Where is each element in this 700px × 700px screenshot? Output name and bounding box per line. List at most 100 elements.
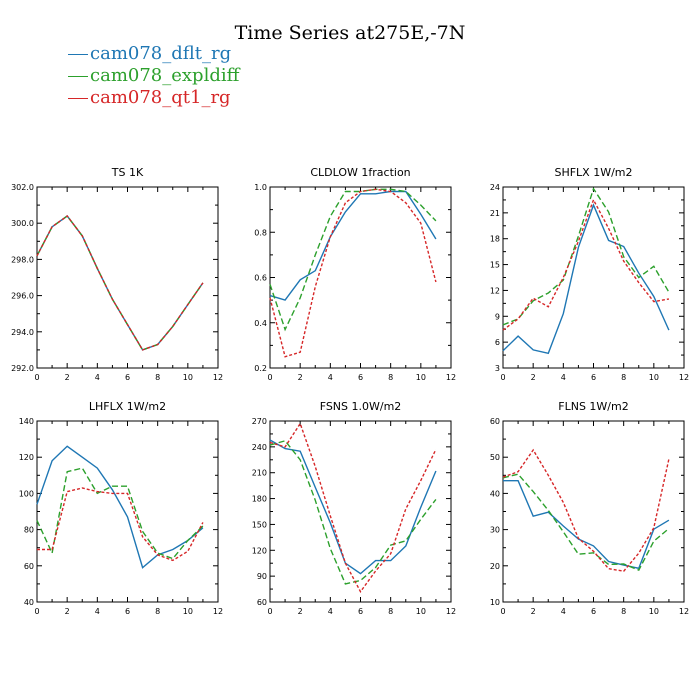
y-tick-label: 0.2 xyxy=(254,364,267,373)
legend-item: cam078_dflt_rg xyxy=(68,42,239,64)
y-tick-label: 0.6 xyxy=(254,274,267,283)
series-line xyxy=(36,215,204,351)
y-tick-label: 210 xyxy=(252,469,267,478)
y-tick-label: 300.0 xyxy=(11,219,34,228)
chart-panel: FLNS 1W/m2 0 2 4 6 8 10 12 10 20 30 40 50 60 xyxy=(490,400,689,616)
y-tick-label: 150 xyxy=(252,520,267,529)
legend-item: cam078_qt1_rg xyxy=(68,86,239,108)
x-tick-label: 12 xyxy=(446,373,456,382)
plot-frame xyxy=(269,420,452,603)
x-tick-label: 2 xyxy=(298,373,303,382)
chart-panel: FSNS 1.0W/m2 0 2 4 6 8 10 12 60 90 120 150 180 210 240… xyxy=(252,400,456,616)
series-line xyxy=(36,215,204,351)
legend-item: cam078_expldiff xyxy=(68,64,239,86)
x-tick-label: 12 xyxy=(213,373,223,382)
legend-swatch xyxy=(68,53,88,55)
y-tick-label: 120 xyxy=(252,546,267,555)
x-tick-label: 2 xyxy=(65,607,70,616)
x-tick-label: 6 xyxy=(591,607,596,616)
y-tick-label: 40 xyxy=(24,598,34,607)
y-tick-label: 100 xyxy=(19,489,34,498)
series-line xyxy=(269,188,437,332)
y-tick-label: 0.8 xyxy=(254,228,267,237)
x-tick-label: 4 xyxy=(95,373,100,382)
y-tick-label: 9 xyxy=(495,312,500,321)
chart-panel: TS 1K 0 2 4 6 8 10 12 292.0 294.0 296.0 298.0 300.0 3… xyxy=(11,166,223,382)
x-tick-label: 6 xyxy=(125,373,130,382)
x-tick-label: 8 xyxy=(155,607,160,616)
legend-label: cam078_expldiff xyxy=(90,64,240,86)
x-tick-label: 0 xyxy=(267,373,272,382)
x-tick-label: 10 xyxy=(416,373,426,382)
x-tick-label: 4 xyxy=(561,607,566,616)
y-tick-label: 292.0 xyxy=(11,364,34,373)
x-tick-label: 4 xyxy=(328,373,333,382)
plot-frame xyxy=(269,186,452,369)
x-tick-label: 12 xyxy=(679,373,689,382)
x-tick-label: 10 xyxy=(183,373,193,382)
plot-frame xyxy=(36,420,219,603)
y-tick-label: 21 xyxy=(490,209,500,218)
x-tick-label: 10 xyxy=(649,607,659,616)
legend: cam078_dflt_rg cam078_expldiff cam078_qt… xyxy=(68,42,239,108)
y-tick-label: 50 xyxy=(490,453,500,462)
y-tick-label: 60 xyxy=(490,417,500,426)
plot-frame xyxy=(502,420,685,603)
y-tick-label: 18 xyxy=(490,235,500,244)
y-tick-label: 3 xyxy=(495,364,500,373)
y-tick-label: 15 xyxy=(490,261,500,270)
x-tick-label: 8 xyxy=(155,373,160,382)
series-line xyxy=(269,190,437,301)
series-line xyxy=(502,448,670,572)
x-tick-label: 4 xyxy=(561,373,566,382)
y-tick-label: 24 xyxy=(490,183,500,192)
x-tick-label: 6 xyxy=(591,373,596,382)
legend-swatch xyxy=(68,75,88,77)
y-tick-label: 90 xyxy=(257,572,267,581)
x-tick-label: 10 xyxy=(649,373,659,382)
y-tick-label: 294.0 xyxy=(11,328,34,337)
x-tick-label: 4 xyxy=(328,607,333,616)
chart-panel: CLDLOW 1fraction 0 2 4 6 8 10 12 0.2 0.4 0.6 0.8 1.0 xyxy=(254,166,456,382)
y-tick-label: 40 xyxy=(490,489,500,498)
y-tick-label: 60 xyxy=(24,562,34,571)
chart-title: Time Series at275E,-7N xyxy=(234,22,466,44)
x-tick-label: 0 xyxy=(500,373,505,382)
x-tick-label: 2 xyxy=(531,373,536,382)
y-tick-label: 0.4 xyxy=(254,319,267,328)
panel-title: SHFLX 1W/m2 xyxy=(554,166,632,179)
plot-frame xyxy=(502,186,685,369)
legend-label: cam078_dflt_rg xyxy=(90,42,232,64)
y-tick-label: 140 xyxy=(19,417,34,426)
x-tick-label: 2 xyxy=(531,607,536,616)
series-line xyxy=(502,203,670,355)
y-tick-label: 30 xyxy=(490,526,500,535)
x-tick-label: 2 xyxy=(298,607,303,616)
x-tick-label: 12 xyxy=(213,607,223,616)
panel-title: FLNS 1W/m2 xyxy=(558,400,628,413)
y-tick-label: 6 xyxy=(495,338,500,347)
x-tick-label: 0 xyxy=(267,607,272,616)
y-tick-label: 180 xyxy=(252,495,267,504)
panel-title: FSNS 1.0W/m2 xyxy=(320,400,402,413)
x-tick-label: 8 xyxy=(388,607,393,616)
y-tick-label: 302.0 xyxy=(11,183,34,192)
x-tick-label: 12 xyxy=(679,607,689,616)
y-tick-label: 1.0 xyxy=(254,183,267,192)
panel-title: TS 1K xyxy=(111,166,144,179)
y-tick-label: 60 xyxy=(257,598,267,607)
series-line xyxy=(269,422,437,594)
panel-title: LHFLX 1W/m2 xyxy=(89,400,166,413)
series-line xyxy=(269,439,437,575)
x-tick-label: 6 xyxy=(358,607,363,616)
y-tick-label: 298.0 xyxy=(11,255,34,264)
x-tick-label: 0 xyxy=(500,607,505,616)
y-tick-label: 80 xyxy=(24,526,34,535)
series-line xyxy=(269,188,437,358)
y-tick-label: 120 xyxy=(19,453,34,462)
x-tick-label: 10 xyxy=(183,607,193,616)
y-tick-label: 240 xyxy=(252,443,267,452)
x-tick-label: 0 xyxy=(34,373,39,382)
